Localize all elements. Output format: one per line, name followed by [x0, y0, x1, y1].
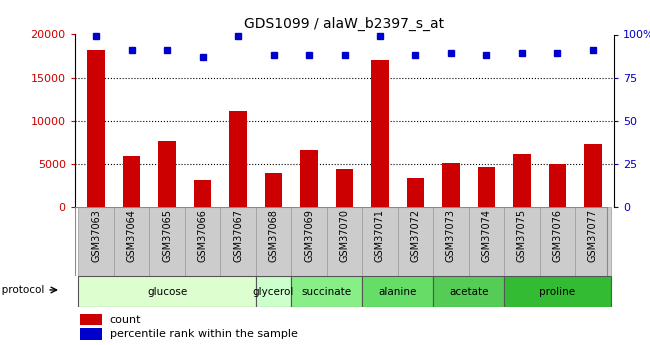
Bar	[371, 60, 389, 207]
Text: GSM37063: GSM37063	[91, 209, 101, 262]
Bar	[504, 207, 540, 276]
Bar	[335, 169, 354, 207]
Bar	[78, 276, 255, 307]
Text: GSM37067: GSM37067	[233, 209, 243, 262]
Text: GSM37071: GSM37071	[375, 209, 385, 262]
Bar	[80, 314, 101, 325]
Bar	[158, 141, 176, 207]
Bar	[255, 207, 291, 276]
Bar	[575, 207, 611, 276]
Bar	[300, 150, 318, 207]
Title: GDS1099 / alaW_b2397_s_at: GDS1099 / alaW_b2397_s_at	[244, 17, 445, 31]
Bar	[220, 207, 255, 276]
Bar	[327, 207, 362, 276]
Text: GSM37065: GSM37065	[162, 209, 172, 262]
Text: GSM37073: GSM37073	[446, 209, 456, 262]
Text: GSM37069: GSM37069	[304, 209, 314, 262]
Bar	[398, 207, 434, 276]
Bar	[584, 144, 602, 207]
Bar	[291, 276, 362, 307]
Text: GSM37077: GSM37077	[588, 209, 598, 262]
Bar	[513, 154, 531, 207]
Bar	[442, 163, 460, 207]
Text: GSM37070: GSM37070	[339, 209, 350, 262]
Text: acetate: acetate	[449, 287, 489, 296]
Bar	[185, 207, 220, 276]
Bar	[434, 207, 469, 276]
Bar	[87, 50, 105, 207]
Text: percentile rank within the sample: percentile rank within the sample	[110, 329, 298, 339]
Text: GSM37066: GSM37066	[198, 209, 207, 262]
Bar	[549, 164, 566, 207]
Bar	[265, 173, 282, 207]
Text: GSM37068: GSM37068	[268, 209, 278, 262]
Text: GSM37074: GSM37074	[482, 209, 491, 262]
Bar	[540, 207, 575, 276]
Text: succinate: succinate	[302, 287, 352, 296]
Text: GSM37064: GSM37064	[127, 209, 136, 262]
Text: alanine: alanine	[378, 287, 417, 296]
Bar	[291, 207, 327, 276]
Bar	[362, 276, 434, 307]
Bar	[150, 207, 185, 276]
Bar	[229, 111, 247, 207]
Bar	[78, 207, 114, 276]
Bar	[407, 178, 424, 207]
Bar	[255, 276, 291, 307]
Text: glucose: glucose	[147, 287, 187, 296]
Text: count: count	[110, 315, 141, 325]
Bar	[504, 276, 611, 307]
Bar	[123, 156, 140, 207]
Bar	[469, 207, 504, 276]
Bar	[478, 167, 495, 207]
Bar	[362, 207, 398, 276]
Bar	[434, 276, 504, 307]
Bar	[80, 328, 101, 340]
Text: glycerol: glycerol	[253, 287, 294, 296]
Text: GSM37072: GSM37072	[411, 209, 421, 262]
Text: GSM37076: GSM37076	[552, 209, 562, 262]
Text: GSM37075: GSM37075	[517, 209, 527, 262]
Bar	[194, 180, 211, 207]
Text: growth protocol: growth protocol	[0, 285, 45, 295]
Text: proline: proline	[540, 287, 575, 296]
Bar	[114, 207, 150, 276]
